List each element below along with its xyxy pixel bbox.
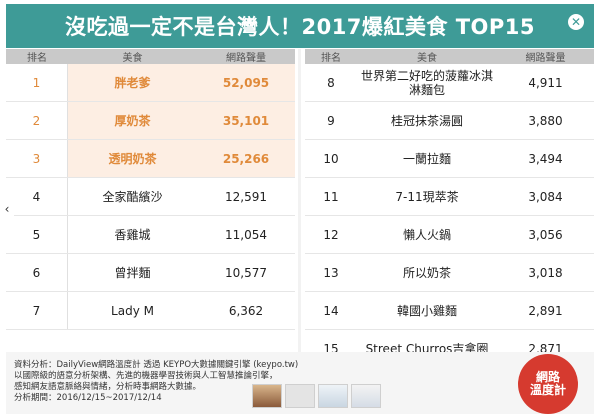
- thumbnail-chart-image: [285, 384, 315, 408]
- volume-cell: 6,362: [197, 292, 295, 329]
- thumbnail-screen-image: [318, 384, 348, 408]
- food-name-cell: 透明奶茶: [68, 140, 197, 177]
- food-name-cell: 全家酷繽沙: [68, 178, 197, 215]
- rank-cell: 12: [305, 216, 357, 253]
- table-header: 排名 美食 網路聲量: [6, 49, 295, 64]
- rank-cell: 2: [6, 102, 68, 139]
- logo-text-top: 網路: [535, 370, 560, 384]
- source-line-2: 以國際級的語意分析架構、先進的機器學習技術與人工智慧推論引擎，: [14, 371, 278, 381]
- table-row: 10 一蘭拉麵 3,494: [305, 140, 594, 178]
- volume-cell: 3,018: [497, 254, 594, 291]
- volume-cell: 35,101: [197, 102, 295, 139]
- table-row: 1 胖老爹 52,095: [6, 64, 295, 102]
- ranking-table-left: 排名 美食 網路聲量 1 胖老爹 52,095 2 厚奶茶 35,101 3 透明奶茶 25,2…: [6, 49, 295, 330]
- rank-cell: 13: [305, 254, 357, 291]
- rank-cell: 6: [6, 254, 68, 291]
- source-line-3: 感知網友語意脈絡與情緒，分析時事網路大數據。: [14, 382, 202, 392]
- thumbnail-screen-image: [351, 384, 381, 408]
- food-name-cell: 韓國小雞麵: [357, 292, 497, 329]
- dailyview-logo: 網路 溫度計: [518, 354, 578, 414]
- volume-cell: 3,494: [497, 140, 594, 177]
- table-row: 3 透明奶茶 25,266: [6, 140, 295, 178]
- header-food: 美食: [417, 53, 437, 64]
- table-row: 2 厚奶茶 35,101: [6, 102, 295, 140]
- source-note: 資料分析：DailyView網路溫度計 透過 KEYPO大數據關鍵引擎 (key…: [14, 360, 298, 404]
- title-bar: 沒吃過一定不是台灣人！2017爆紅美食 TOP15 ✕: [6, 4, 594, 48]
- volume-cell: 3,084: [497, 178, 594, 215]
- food-name-cell: 世界第二好吃的菠蘿冰淇淋麵包: [357, 64, 497, 101]
- rank-cell: 1: [6, 64, 68, 101]
- food-name-cell: Lady M: [68, 292, 197, 329]
- ranking-table-right: 排名 美食 網路聲量 8 世界第二好吃的菠蘿冰淇淋麵包 4,911 9 桂冠抹茶湯圓 3,…: [305, 49, 594, 368]
- header-rank: 排名: [321, 53, 341, 64]
- food-name-cell: 一蘭拉麵: [357, 140, 497, 177]
- source-line-4: 分析期間：2016/12/15~2017/12/14: [14, 393, 162, 403]
- volume-cell: 12,591: [197, 178, 295, 215]
- table-row: 12 懶人火鍋 3,056: [305, 216, 594, 254]
- food-name-cell: 香雞城: [68, 216, 197, 253]
- rank-cell: 5: [6, 216, 68, 253]
- volume-cell: 3,056: [497, 216, 594, 253]
- food-name-cell: 桂冠抹茶湯圓: [357, 102, 497, 139]
- volume-cell: 11,054: [197, 216, 295, 253]
- rank-cell: 11: [305, 178, 357, 215]
- table-header: 排名 美食 網路聲量: [305, 49, 594, 64]
- page-title: 沒吃過一定不是台灣人！2017爆紅美食 TOP15: [64, 15, 536, 39]
- chevron-left-icon[interactable]: ‹: [0, 200, 14, 218]
- header-food: 美食: [122, 53, 143, 64]
- table-row: 4 全家酷繽沙 12,591: [6, 178, 295, 216]
- volume-cell: 52,095: [197, 64, 295, 101]
- column-divider: [298, 49, 301, 352]
- header-volume: 網路聲量: [226, 53, 266, 64]
- rank-cell: 9: [305, 102, 357, 139]
- food-name-cell: 厚奶茶: [68, 102, 197, 139]
- volume-cell: 10,577: [197, 254, 295, 291]
- table-row: 9 桂冠抹茶湯圓 3,880: [305, 102, 594, 140]
- rank-cell: 4: [6, 178, 68, 215]
- food-name-cell: 胖老爹: [68, 64, 197, 101]
- header-volume: 網路聲量: [525, 53, 566, 64]
- table-row: 8 世界第二好吃的菠蘿冰淇淋麵包 4,911: [305, 64, 594, 102]
- food-name-cell: 曾拌麵: [68, 254, 197, 291]
- source-footer: 資料分析：DailyView網路溫度計 透過 KEYPO大數據關鍵引擎 (key…: [6, 352, 594, 414]
- rank-cell: 10: [305, 140, 357, 177]
- rank-cell: 3: [6, 140, 68, 177]
- table-row: 5 香雞城 11,054: [6, 216, 295, 254]
- volume-cell: 4,911: [497, 64, 594, 101]
- rank-cell: 7: [6, 292, 68, 329]
- rank-cell: 8: [305, 64, 357, 101]
- food-name-cell: 懶人火鍋: [357, 216, 497, 253]
- thumbnail-food-image: [252, 384, 282, 408]
- logo-text-bottom: 溫度計: [529, 383, 566, 397]
- food-name-cell: 所以奶茶: [357, 254, 497, 291]
- table-row: 14 韓國小雞麵 2,891: [305, 292, 594, 330]
- rank-cell: 14: [305, 292, 357, 329]
- close-icon[interactable]: ✕: [568, 14, 584, 30]
- table-row: 11 7-11現萃茶 3,084: [305, 178, 594, 216]
- volume-cell: 2,891: [497, 292, 594, 329]
- food-name-cell: 7-11現萃茶: [357, 178, 497, 215]
- volume-cell: 3,880: [497, 102, 594, 139]
- volume-cell: 25,266: [197, 140, 295, 177]
- table-row: 7 Lady M 6,362: [6, 292, 295, 330]
- header-rank: 排名: [27, 53, 47, 64]
- source-line-1: 資料分析：DailyView網路溫度計 透過 KEYPO大數據關鍵引擎 (key…: [14, 360, 299, 370]
- table-row: 13 所以奶茶 3,018: [305, 254, 594, 292]
- table-row: 6 曾拌麵 10,577: [6, 254, 295, 292]
- thumbnail-strip: [252, 384, 381, 408]
